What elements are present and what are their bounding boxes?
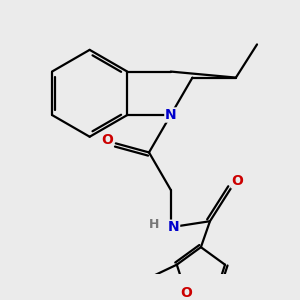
- Text: N: N: [165, 108, 176, 122]
- Text: H: H: [148, 218, 159, 231]
- Text: O: O: [180, 286, 192, 300]
- Text: O: O: [101, 134, 113, 147]
- Text: O: O: [231, 174, 243, 188]
- Text: N: N: [168, 220, 180, 234]
